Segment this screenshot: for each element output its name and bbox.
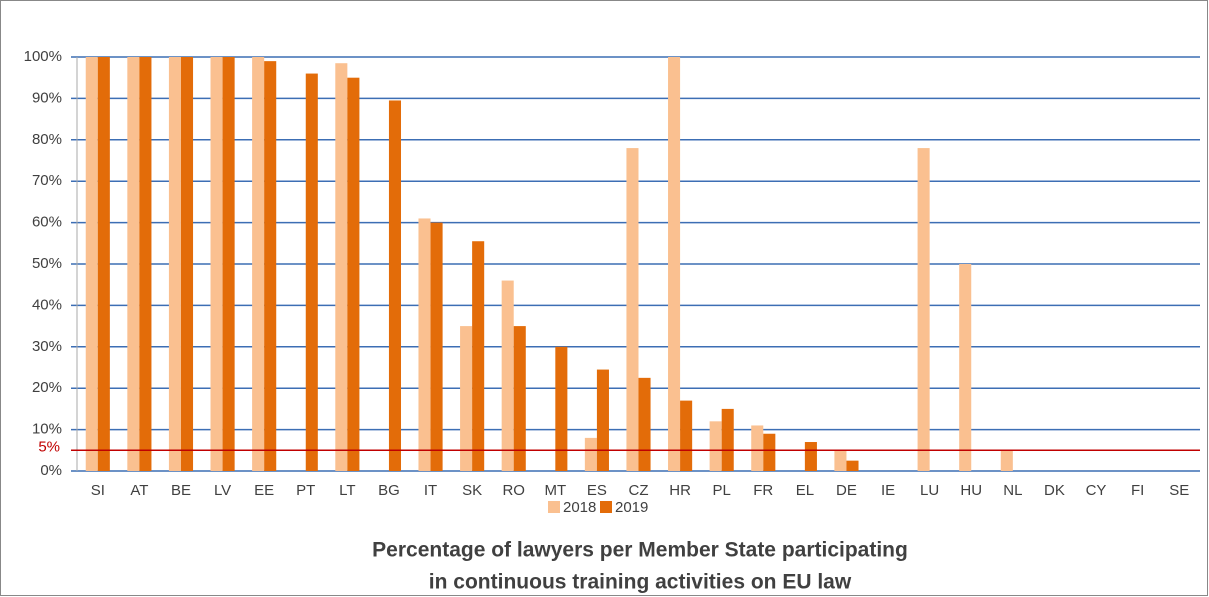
x-tick-label: BE (171, 482, 191, 499)
x-tick-label: SE (1169, 482, 1189, 499)
y-tick-label: 70% (32, 172, 62, 189)
x-tick-label: RO (502, 482, 525, 499)
bar (252, 57, 265, 471)
chart-title: in continuous training activities on EU … (429, 571, 852, 594)
y-tick-label: 30% (32, 338, 62, 355)
x-tick-label: LU (920, 482, 939, 499)
legend-swatch (548, 501, 560, 513)
bar (834, 450, 847, 471)
bar (127, 57, 140, 471)
legend-label: 2019 (615, 499, 648, 516)
bar (97, 57, 110, 471)
legend-label: 2018 (563, 499, 596, 516)
x-tick-label: CZ (629, 482, 649, 499)
x-tick-label: MT (544, 482, 566, 499)
chart-title: Percentage of lawyers per Member State p… (372, 539, 908, 562)
bar (596, 369, 609, 471)
bar (305, 73, 318, 471)
x-tick-label: SK (462, 482, 482, 499)
threshold-label: 5% (38, 438, 60, 455)
bar (168, 57, 181, 471)
bar (638, 377, 651, 471)
y-tick-label: 20% (32, 379, 62, 396)
bar (501, 280, 514, 471)
bar (917, 148, 930, 471)
x-tick-label: CY (1086, 482, 1107, 499)
bar (763, 433, 776, 471)
bar (335, 63, 348, 472)
bar (222, 57, 235, 471)
bar (430, 222, 443, 471)
bar (584, 437, 597, 471)
y-tick-label: 40% (32, 296, 62, 313)
x-tick-label: AT (130, 482, 148, 499)
bar (513, 326, 526, 471)
bar (472, 241, 485, 471)
legend-swatch (600, 501, 612, 513)
bar (626, 148, 639, 471)
bar (347, 77, 360, 471)
x-tick-label: FI (1131, 482, 1144, 499)
x-tick-label: PT (296, 482, 315, 499)
x-tick-label: HR (669, 482, 691, 499)
x-tick-label: PL (713, 482, 731, 499)
bar (1000, 450, 1013, 471)
bar (959, 264, 972, 471)
x-tick-label: SI (91, 482, 105, 499)
bar (721, 408, 734, 471)
bar (264, 61, 277, 471)
bar (418, 218, 431, 471)
bar (751, 425, 764, 471)
bar (668, 57, 681, 471)
y-tick-label: 80% (32, 131, 62, 148)
x-tick-label: NL (1003, 482, 1022, 499)
bar (555, 346, 568, 471)
y-tick-label: 60% (32, 214, 62, 231)
x-tick-label: FR (753, 482, 773, 499)
bar (180, 57, 194, 471)
x-tick-label: BG (378, 482, 400, 499)
bar (709, 421, 722, 471)
bar (680, 400, 693, 471)
y-tick-label: 90% (32, 89, 62, 106)
bar (804, 442, 817, 471)
bar (460, 326, 473, 471)
x-tick-label: LV (214, 482, 231, 499)
x-tick-label: DK (1044, 482, 1065, 499)
x-tick-label: DE (836, 482, 857, 499)
bar (210, 57, 223, 471)
y-tick-label: 0% (40, 462, 62, 479)
bar (85, 57, 98, 471)
x-tick-label: LT (339, 482, 355, 499)
x-tick-label: EL (796, 482, 814, 499)
x-tick-label: ES (587, 482, 607, 499)
bar (846, 460, 859, 471)
x-tick-label: IE (881, 482, 895, 499)
y-tick-label: 50% (32, 255, 62, 272)
bar (139, 57, 152, 471)
x-tick-label: IT (424, 482, 437, 499)
x-tick-label: HU (960, 482, 982, 499)
y-tick-label: 10% (32, 421, 62, 438)
x-tick-label: EE (254, 482, 274, 499)
bar (388, 100, 402, 471)
y-tick-label: 100% (24, 48, 62, 65)
